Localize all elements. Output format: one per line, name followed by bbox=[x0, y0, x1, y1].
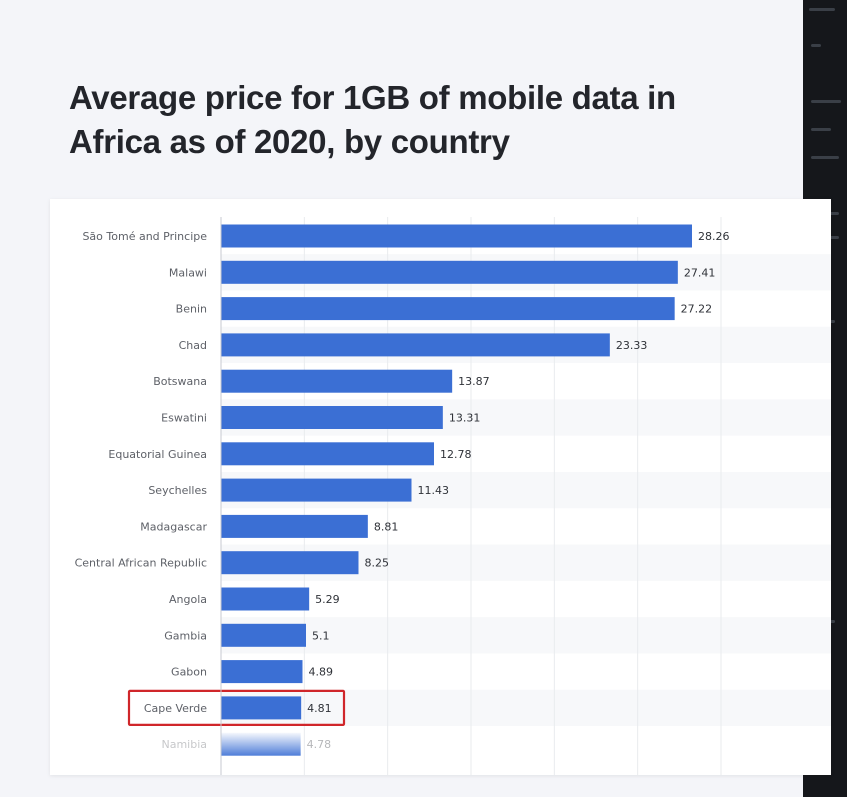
category-label: Botswana bbox=[153, 375, 207, 388]
side-panel-bar bbox=[811, 156, 839, 159]
value-label: 28.26 bbox=[698, 230, 730, 243]
value-label: 27.41 bbox=[684, 266, 716, 279]
side-panel-bar bbox=[823, 236, 839, 239]
bar bbox=[221, 442, 434, 466]
category-label: Gabon bbox=[171, 666, 207, 679]
value-label: 4.89 bbox=[309, 666, 334, 679]
value-label: 5.29 bbox=[315, 593, 340, 606]
chart-card: São Tomé and Principe 28.26 Malawi 27.41 Ben… bbox=[50, 199, 831, 775]
category-label: Angola bbox=[169, 593, 207, 606]
bar bbox=[221, 587, 310, 611]
bar bbox=[221, 406, 443, 429]
bar bbox=[221, 333, 610, 357]
page-title: Average price for 1GB of mobile data in … bbox=[69, 79, 676, 160]
bar bbox=[221, 551, 359, 575]
value-label: 8.25 bbox=[365, 557, 390, 570]
category-label: Equatorial Guinea bbox=[108, 448, 207, 461]
value-label: 27.22 bbox=[681, 303, 713, 316]
bar-chart: São Tomé and Principe 28.26 Malawi 27.41 Ben… bbox=[75, 217, 831, 775]
value-label: 12.78 bbox=[440, 448, 472, 461]
value-label: 13.87 bbox=[458, 375, 490, 388]
category-label: Malawi bbox=[169, 266, 207, 279]
bar bbox=[221, 623, 306, 647]
value-label: 4.81 bbox=[307, 702, 332, 715]
value-label: 13.31 bbox=[449, 412, 481, 425]
bar bbox=[221, 514, 368, 538]
category-label: Chad bbox=[179, 339, 207, 352]
side-panel-bar bbox=[811, 44, 821, 47]
value-label: 23.33 bbox=[616, 339, 648, 352]
category-label: Gambia bbox=[164, 629, 207, 642]
category-label: Madagascar bbox=[140, 520, 207, 533]
category-label: Namibia bbox=[161, 738, 207, 751]
bar bbox=[221, 224, 692, 248]
side-panel-bar bbox=[823, 212, 839, 215]
category-label: Central African Republic bbox=[75, 557, 207, 570]
side-panel-bar bbox=[809, 8, 835, 11]
row-band bbox=[221, 617, 831, 654]
category-label: Seychelles bbox=[148, 484, 207, 497]
bar bbox=[221, 660, 303, 684]
category-label: Benin bbox=[176, 303, 207, 316]
bar bbox=[221, 478, 412, 502]
category-label: Cape Verde bbox=[144, 702, 207, 715]
side-panel-bar bbox=[811, 100, 841, 103]
highlight-box bbox=[127, 689, 346, 726]
value-label: 11.43 bbox=[418, 484, 450, 497]
bar bbox=[221, 260, 678, 284]
value-label: 5.1 bbox=[312, 629, 330, 642]
value-label: 8.81 bbox=[374, 520, 399, 533]
bar bbox=[221, 297, 675, 321]
bar bbox=[221, 369, 453, 393]
value-label: 4.78 bbox=[307, 738, 332, 751]
bar bbox=[221, 732, 301, 756]
category-label: Eswatini bbox=[161, 412, 207, 425]
category-label: São Tomé and Principe bbox=[82, 230, 207, 243]
row-band bbox=[221, 689, 831, 727]
bar bbox=[221, 696, 302, 720]
side-panel-bar bbox=[811, 128, 831, 131]
